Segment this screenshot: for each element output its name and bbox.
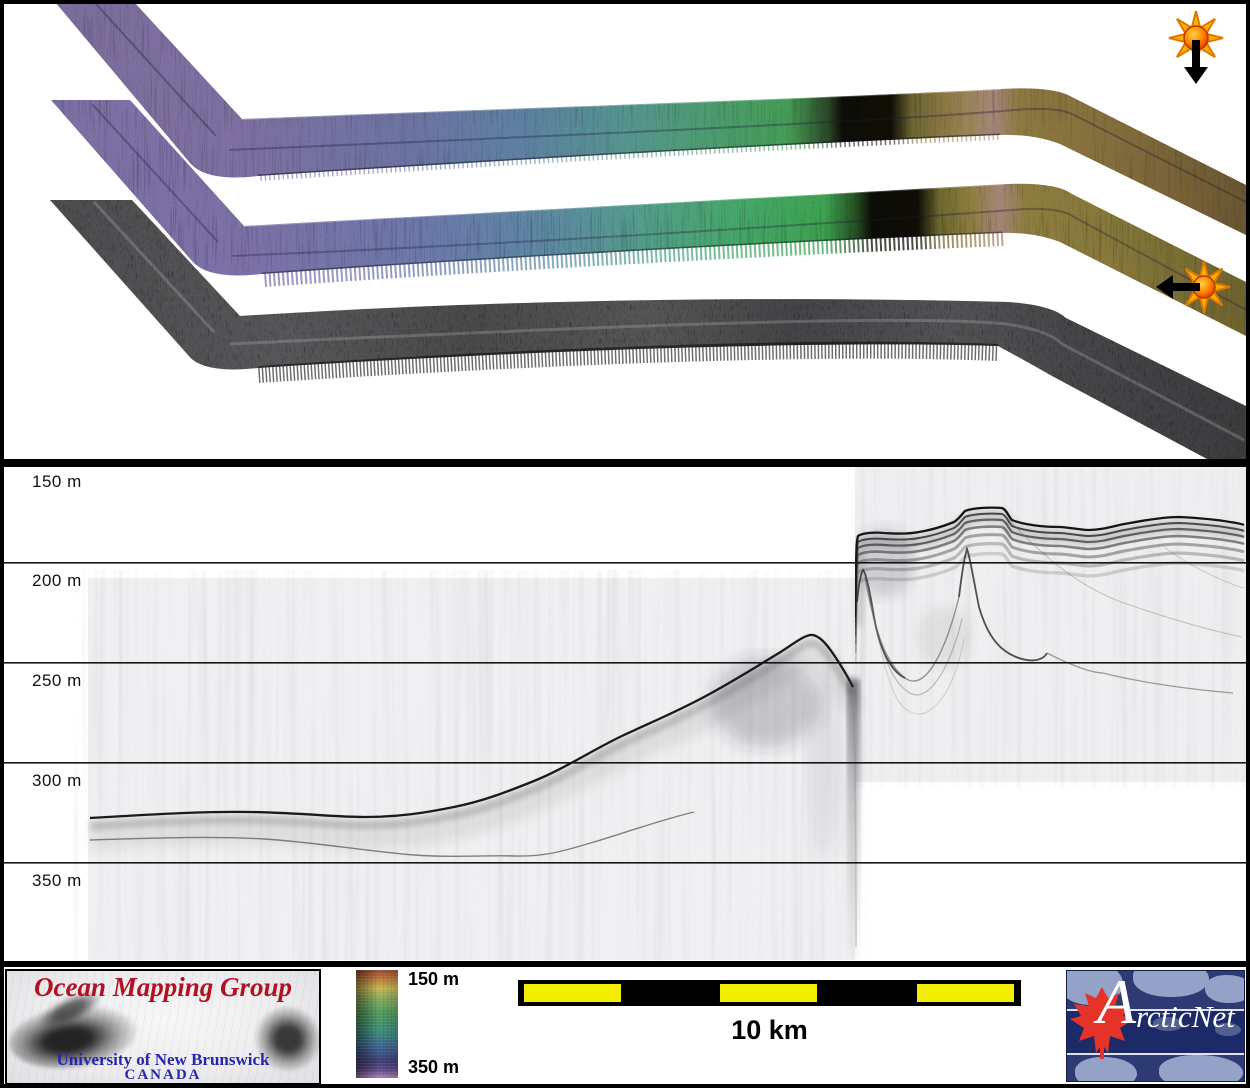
depth-label-350: 350 m — [32, 871, 82, 890]
echo-spike-2 — [958, 546, 1048, 662]
scale-bar-segment-yellow-2 — [720, 984, 817, 1002]
map-landmass — [1075, 1057, 1137, 1081]
subbottom-profile-panel: 150 m 200 m 250 m 300 m 350 m — [4, 467, 1246, 961]
scale-bar-segment-yellow-3 — [917, 984, 1014, 1002]
depth-gridlines — [4, 562, 1246, 864]
colorbar-label-top: 150 m — [408, 969, 460, 989]
arcticnet-logo: A rcticNet — [1066, 970, 1245, 1082]
omg-country: CANADA — [124, 1067, 202, 1083]
depth-colorbar — [356, 970, 398, 1078]
map-landmass — [1133, 971, 1209, 997]
maple-leaf-icon — [1070, 987, 1134, 1059]
depth-label-200: 200 m — [32, 571, 82, 590]
map-landmass — [1153, 1017, 1183, 1031]
depth-label-150: 150 m — [32, 472, 82, 491]
arcticnet-name: rcticNet — [1136, 999, 1235, 1034]
map-landmass — [1159, 1055, 1243, 1081]
subbottom-profile-canvas — [4, 467, 1246, 960]
omg-institution: University of New Brunswick — [56, 1050, 270, 1069]
segment-boundary-curtain — [847, 679, 860, 957]
band-divider-line — [1067, 1009, 1244, 1011]
footer-bar: Ocean Mapping Group University of New Br… — [4, 967, 1246, 1084]
depth-label-250: 250 m — [32, 671, 82, 690]
sun-arrow-down-icon — [1168, 10, 1224, 84]
scale-bar-label: 10 km — [731, 1015, 808, 1045]
colorbar-grain — [356, 970, 398, 1078]
swath-map-canvas — [50, 4, 1246, 459]
scale-bar — [518, 980, 1021, 1006]
subbottom-reflector-line — [89, 811, 695, 858]
swath-map-panel — [4, 4, 1246, 459]
arcticnet-initial: A — [1097, 970, 1137, 1037]
colorbar-label-bottom: 350 m — [408, 1057, 460, 1077]
omg-title: Ocean Mapping Group — [33, 972, 293, 1002]
depth-label-300: 300 m — [32, 771, 82, 790]
colorbar-shading — [356, 970, 398, 1078]
map-landmass — [1215, 1023, 1241, 1036]
plateau-reflector-stack — [855, 506, 1244, 715]
omg-logo: Ocean Mapping Group University of New Br… — [5, 969, 321, 1084]
band-divider-line — [1067, 1053, 1244, 1055]
scale-bar-segment-yellow-1 — [524, 984, 621, 1002]
sun-arrow-left-icon — [1156, 260, 1231, 314]
map-landmass — [1205, 975, 1244, 1003]
